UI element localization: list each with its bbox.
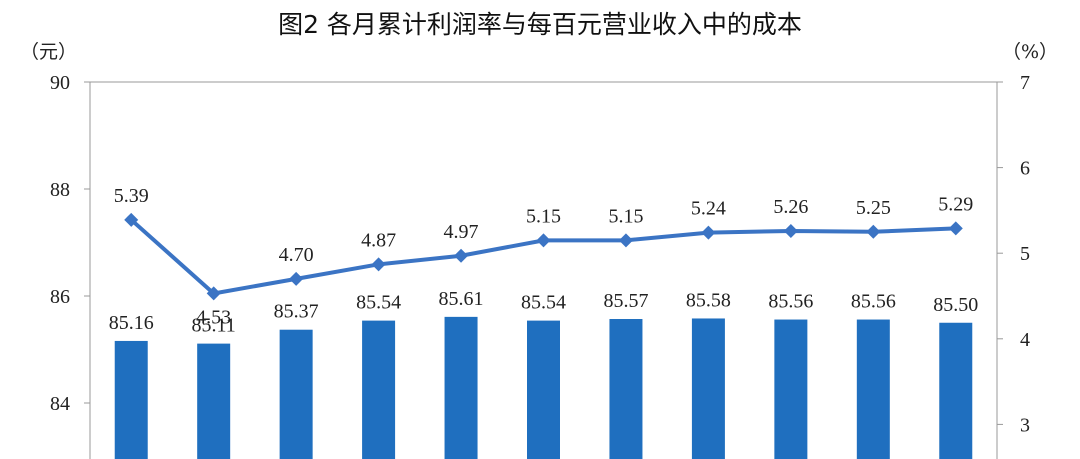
line-point-marker bbox=[866, 224, 881, 239]
bar-value-label: 85.57 bbox=[603, 290, 648, 312]
chart-title: 图2 各月累计利润率与每百元营业收入中的成本 bbox=[278, 10, 802, 39]
bar bbox=[362, 320, 396, 459]
line-value-label: 5.15 bbox=[608, 205, 643, 227]
right-tick-label: 4 bbox=[1020, 329, 1030, 351]
line-point-marker bbox=[618, 233, 633, 248]
line-value-label: 4.53 bbox=[196, 306, 231, 328]
line-point-marker bbox=[783, 223, 798, 238]
line-value-label: 4.70 bbox=[279, 244, 314, 266]
left-tick-label: 84 bbox=[50, 393, 70, 415]
bar bbox=[444, 316, 478, 459]
bar bbox=[691, 318, 725, 459]
line-value-label: 5.39 bbox=[114, 185, 149, 207]
left-tick-label: 86 bbox=[50, 286, 70, 308]
right-axis-unit: （%） bbox=[1002, 41, 1058, 63]
bar-value-label: 85.50 bbox=[933, 294, 978, 316]
bar bbox=[856, 319, 890, 459]
line-value-label: 5.24 bbox=[691, 198, 726, 220]
line-value-label: 5.26 bbox=[773, 196, 808, 218]
bar-value-label: 85.11 bbox=[192, 315, 236, 337]
line-value-label: 5.25 bbox=[856, 197, 891, 219]
line-value-label: 5.29 bbox=[938, 193, 973, 215]
bar bbox=[197, 343, 231, 459]
bar-value-label: 85.54 bbox=[356, 292, 401, 314]
bar bbox=[939, 322, 973, 459]
bar-value-label: 85.16 bbox=[109, 312, 154, 334]
right-tick-label: 6 bbox=[1020, 158, 1030, 180]
right-tick-label: 7 bbox=[1020, 72, 1030, 94]
line-point-marker bbox=[124, 212, 139, 227]
bar-value-label: 85.54 bbox=[521, 292, 566, 314]
line-value-label: 5.15 bbox=[526, 205, 561, 227]
right-tick-label: 5 bbox=[1020, 243, 1030, 265]
line-point-marker bbox=[454, 248, 469, 263]
left-axis-unit: （元） bbox=[20, 41, 77, 63]
line-value-label: 4.97 bbox=[444, 221, 479, 243]
line-point-marker bbox=[371, 257, 386, 272]
bar bbox=[609, 319, 643, 459]
line-value-label: 4.87 bbox=[361, 229, 396, 251]
bar-value-label: 85.56 bbox=[768, 291, 813, 313]
left-tick-label: 88 bbox=[50, 179, 70, 201]
bar-value-label: 85.58 bbox=[686, 289, 731, 311]
line-point-marker bbox=[206, 286, 221, 301]
bar bbox=[774, 319, 808, 459]
bar bbox=[279, 329, 313, 459]
bar-value-label: 85.61 bbox=[439, 288, 484, 310]
bar bbox=[527, 320, 560, 459]
bar bbox=[114, 340, 148, 459]
bar-value-label: 85.37 bbox=[274, 301, 319, 323]
left-tick-label: 90 bbox=[50, 72, 70, 94]
line-point-marker bbox=[289, 271, 304, 286]
plot-area: 84 86 88 90 3 4 5 6 7 85.16 85.11 85.37 85.54 85.61 85… bbox=[50, 72, 1030, 459]
line-point-marker bbox=[701, 225, 716, 240]
line-point-marker bbox=[948, 221, 963, 236]
profit-rate-line bbox=[129, 218, 956, 296]
right-tick-label: 3 bbox=[1020, 414, 1030, 436]
line-point-marker bbox=[536, 233, 551, 248]
bar-value-label: 85.56 bbox=[851, 291, 896, 313]
